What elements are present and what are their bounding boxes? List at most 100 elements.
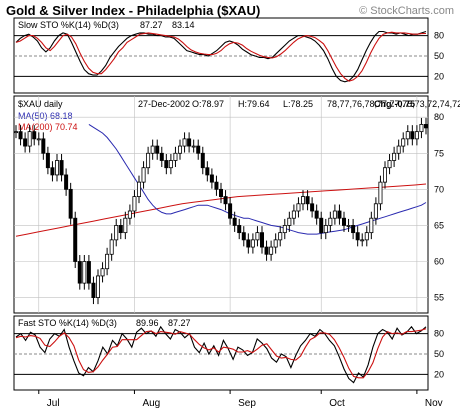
candle-body <box>18 131 23 140</box>
candle-body <box>100 268 105 277</box>
candle-body <box>405 131 410 140</box>
candle-body <box>419 124 424 133</box>
candle-body <box>173 152 178 161</box>
slow-sto-ytick-label: 80 <box>434 31 444 41</box>
candle-body <box>141 167 146 183</box>
fast-sto-panel: Fast STO %K(14) %D(3) 89.96 87.27 20 50 80 <box>13 315 444 391</box>
candle-body <box>378 181 383 205</box>
x-tick-label: Sep <box>238 398 256 409</box>
candle-body <box>278 232 283 241</box>
candle-body <box>214 181 219 190</box>
fast-sto-label: Fast STO %K(14) %D(3) <box>18 318 117 328</box>
candle-body <box>305 196 310 205</box>
x-tick-label: Aug <box>142 398 160 409</box>
slow-sto-label: Slow STO %K(14) %D(3) <box>18 20 119 30</box>
fast-sto-d-value: 87.27 <box>168 318 191 328</box>
candle-body <box>23 138 28 147</box>
candle-body <box>323 225 328 234</box>
candle-body <box>27 131 32 147</box>
fast-sto-ytick-label: 80 <box>434 329 444 339</box>
candle-body <box>282 225 287 234</box>
price-close: 78,77,76,78,77,77,75,73,72,74,72,70,66,6… <box>327 99 460 109</box>
candle-body <box>127 210 132 219</box>
candle-body <box>150 145 155 154</box>
candle-body <box>45 152 50 169</box>
fast-sto-k-value: 89.96 <box>136 318 159 328</box>
x-tick-label: Nov <box>425 398 443 409</box>
candle-body <box>109 239 114 255</box>
candle-body <box>250 239 255 248</box>
fast-sto-d-line <box>15 328 427 379</box>
candle-body <box>205 167 210 176</box>
candle-body <box>68 188 73 219</box>
candle-body <box>77 261 82 284</box>
candle-body <box>191 145 196 148</box>
price-panel: $XAU daily 27-Dec-2002 O:78.97 H:79.64 L… <box>13 95 460 314</box>
candle-body <box>123 217 128 234</box>
candle-body <box>410 131 415 140</box>
ma50-legend: MA(50) 68.18 <box>18 111 73 121</box>
candle-body <box>269 246 274 255</box>
price-ytick-label: 65 <box>434 220 444 230</box>
candle-body <box>96 275 101 298</box>
ma200-legend: MA(200) 70.74 <box>18 122 78 132</box>
candle-body <box>105 253 110 270</box>
candle-body <box>351 225 356 234</box>
candle-body <box>373 203 378 219</box>
candle-body <box>346 225 351 227</box>
candle-body <box>360 239 365 242</box>
candle-body <box>200 152 205 169</box>
x-axis-labels: JulAugSepOctNovDec <box>38 390 443 409</box>
price-ytick-label: 55 <box>434 293 444 303</box>
candle-body <box>414 131 419 140</box>
candle-body <box>132 196 137 212</box>
candle-body <box>364 232 369 241</box>
candle-body <box>264 246 269 255</box>
candle-body <box>36 138 41 141</box>
price-open: O:78.97 <box>192 99 224 109</box>
candle-body <box>50 167 55 176</box>
slow-sto-ytick-label: 20 <box>434 71 444 81</box>
candle-body <box>273 239 278 248</box>
candle-body <box>355 232 360 241</box>
slow-sto-d-line <box>15 31 427 82</box>
candle-body <box>369 217 374 234</box>
slow-sto-ytick-label: 50 <box>434 51 444 61</box>
candle-body <box>55 160 60 176</box>
candle-body <box>337 210 342 219</box>
candle-body <box>223 196 228 205</box>
candle-body <box>392 152 397 161</box>
candle-body <box>218 188 223 197</box>
candle-body <box>155 145 160 154</box>
slow-sto-k-line <box>15 30 427 83</box>
chart-title: Gold & Silver Index - Philadelphia ($XAU… <box>6 3 260 18</box>
candle-body <box>59 160 64 176</box>
candle-body <box>259 232 264 248</box>
candle-body <box>164 160 169 169</box>
price-ytick-label: 75 <box>434 148 444 158</box>
price-high: H:79.64 <box>238 99 270 109</box>
candle-body <box>73 217 78 262</box>
slow-sto-panel: Slow STO %K(14) %D(3) 87.27 83.14 20 50 80 <box>13 17 444 94</box>
candle-body <box>196 145 201 154</box>
candle-body <box>64 174 69 190</box>
x-tick-label: Oct <box>329 398 345 409</box>
candle-body <box>114 225 119 241</box>
candle-body <box>287 217 292 226</box>
candle-body <box>328 217 333 226</box>
candle-body <box>91 282 96 298</box>
fast-sto-ytick-label: 50 <box>434 349 444 359</box>
price-ytick-label: 60 <box>434 257 444 267</box>
candle-body <box>13 131 18 134</box>
candle-body <box>237 225 242 234</box>
candle-body <box>310 203 315 212</box>
candle-body <box>423 124 428 129</box>
candle-body <box>187 138 192 147</box>
candle-body <box>246 239 251 248</box>
candle-body <box>32 131 37 140</box>
candle-body <box>396 145 401 154</box>
candle-body <box>319 217 324 234</box>
candle-body <box>136 181 141 197</box>
